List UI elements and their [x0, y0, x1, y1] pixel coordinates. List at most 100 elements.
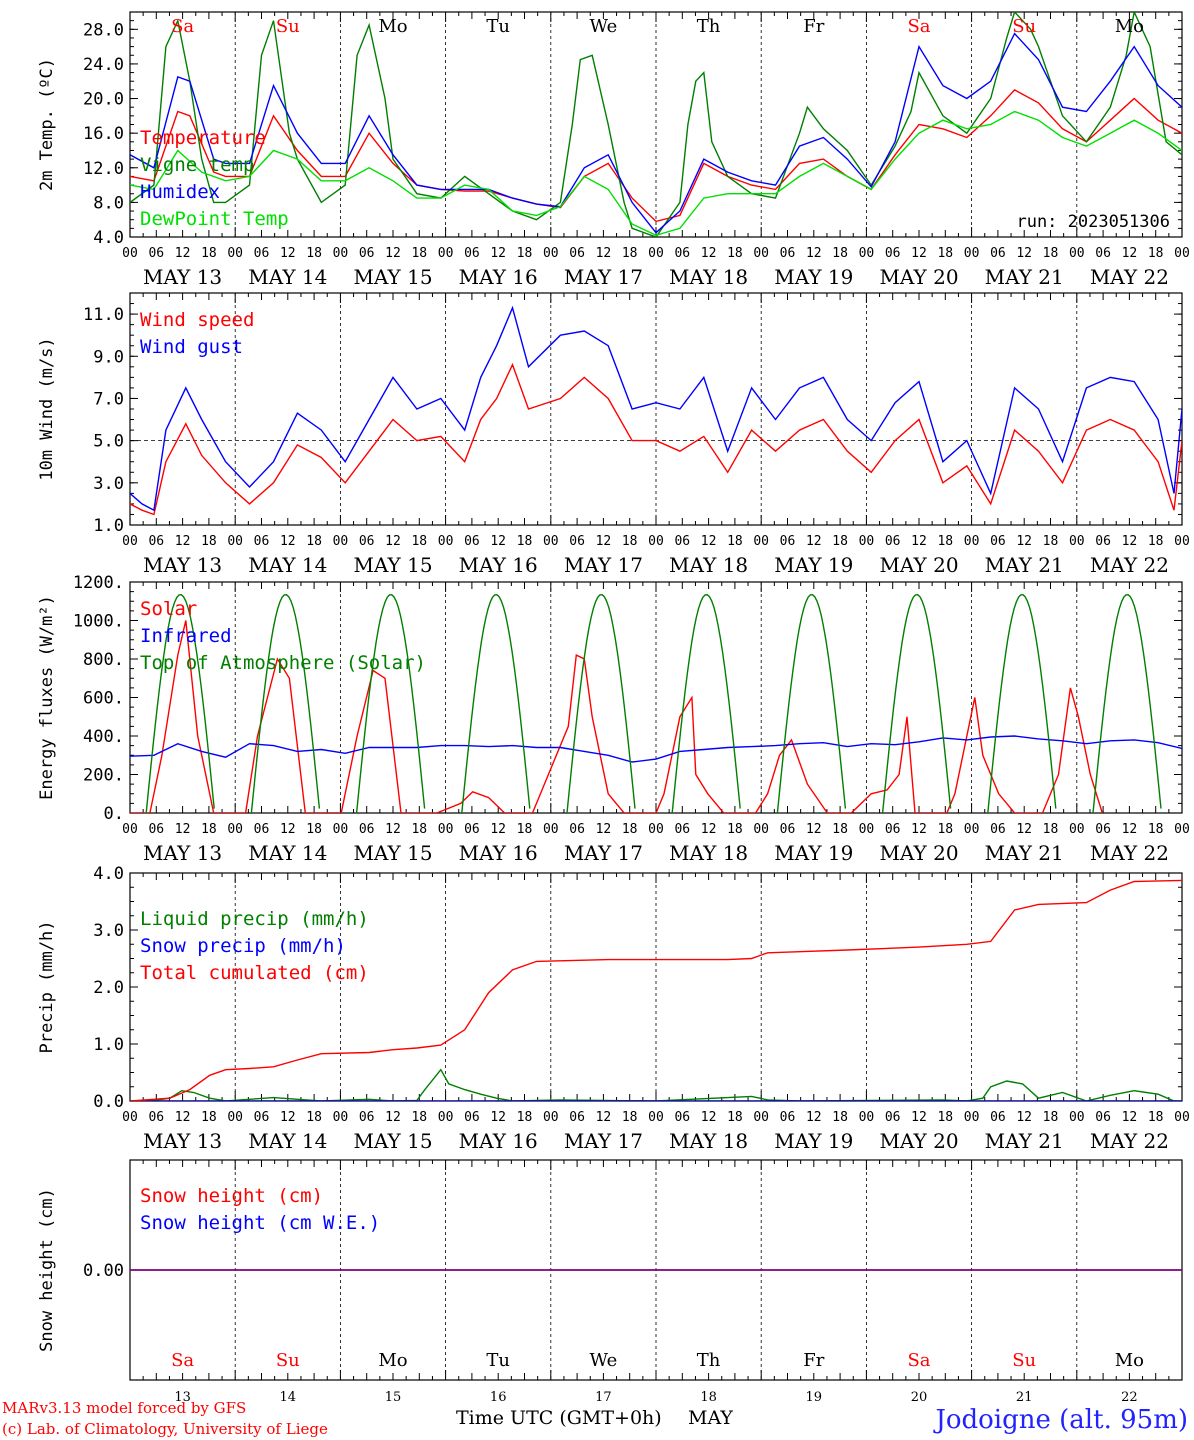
run-annotation: run: 2023051306	[1016, 212, 1170, 232]
x-date-label: MAY 18	[669, 553, 748, 577]
x-hour-label: 06	[780, 534, 796, 549]
x-hour-label: 06	[569, 822, 585, 837]
x-hour-label: 12	[175, 1110, 191, 1125]
day-number-label: 18	[700, 1390, 717, 1405]
x-hour-label: 12	[385, 534, 401, 549]
legend-entry: Snow height (cm W.E.)	[140, 1212, 380, 1234]
series-line-top-of-atmosphere-solar-	[145, 593, 1162, 813]
x-hour-label: 12	[596, 822, 612, 837]
x-hour-label: 18	[727, 1110, 743, 1125]
y-tick-label: 28.0	[83, 20, 124, 40]
y-axis-label: Snow height (cm)	[37, 1188, 57, 1352]
x-hour-label: 12	[911, 1110, 927, 1125]
y-tick-label: 400.	[83, 727, 124, 747]
x-hour-label: 06	[464, 1110, 480, 1125]
x-hour-label: 00	[1069, 1110, 1085, 1125]
y-tick-label: 16.0	[83, 124, 124, 144]
series-line-temperature	[130, 89, 1182, 223]
x-hour-label: 12	[701, 534, 717, 549]
footer-credit-lab: (c) Lab. of Climatology, University of L…	[2, 1420, 328, 1438]
x-hour-label: 12	[596, 534, 612, 549]
legend-entry: Snow height (cm)	[140, 1185, 323, 1207]
weekday-label-bottom: Sa	[171, 1350, 194, 1371]
day-number-label: 13	[174, 1390, 191, 1405]
x-hour-label: 00	[333, 1110, 349, 1125]
x-hour-label: 00	[543, 822, 559, 837]
x-hour-label: 00	[1174, 822, 1190, 837]
y-tick-label: 4.0	[93, 228, 124, 248]
x-hour-label: 12	[385, 1110, 401, 1125]
legend-entry: Total cumulated (cm)	[140, 962, 369, 984]
series-line-wind-gust	[130, 305, 1182, 512]
x-hour-label: 18	[1043, 822, 1059, 837]
x-hour-label: 00	[859, 1110, 875, 1125]
x-hour-label: 12	[490, 822, 506, 837]
weekday-label-bottom: Tu	[486, 1350, 510, 1371]
weekday-label-bottom: Th	[697, 1350, 721, 1371]
x-hour-label: 06	[990, 1110, 1006, 1125]
x-hour-label: 18	[622, 822, 638, 837]
x-hour-label: 06	[148, 246, 164, 261]
x-hour-label: 18	[517, 822, 533, 837]
day-number-label: 22	[1121, 1390, 1138, 1405]
x-hour-label: 06	[148, 534, 164, 549]
weekday-label-top: Fr	[803, 16, 824, 37]
x-hour-label: 18	[306, 822, 322, 837]
weekday-label-bottom: Sa	[907, 1350, 930, 1371]
x-hour-label: 00	[753, 246, 769, 261]
x-date-label: MAY 22	[1090, 841, 1169, 865]
x-date-label: MAY 22	[1090, 265, 1169, 289]
x-date-label: MAY 17	[564, 1129, 643, 1153]
x-hour-label: 12	[490, 246, 506, 261]
x-hour-label: 00	[543, 534, 559, 549]
station-title: Jodoigne (alt. 95m)	[932, 1405, 1188, 1435]
x-hour-label: 12	[701, 1110, 717, 1125]
x-hour-label: 18	[201, 246, 217, 261]
x-hour-label: 00	[1069, 534, 1085, 549]
x-date-label: MAY 19	[774, 1129, 853, 1153]
x-hour-label: 00	[753, 1110, 769, 1125]
legend-entry: Infrared	[140, 625, 232, 647]
x-hour-label: 18	[517, 246, 533, 261]
x-hour-label: 06	[1095, 246, 1111, 261]
x-hour-label: 00	[122, 534, 138, 549]
x-hour-label: 18	[201, 1110, 217, 1125]
x-axis-month: MAY	[688, 1407, 733, 1429]
y-axis-label: 10m Wind (m/s)	[37, 337, 57, 480]
y-tick-label: 1.0	[93, 516, 124, 536]
x-date-label: MAY 19	[774, 553, 853, 577]
x-date-label: MAY 13	[143, 1129, 222, 1153]
y-tick-label: 12.0	[83, 159, 124, 179]
x-hour-label: 12	[280, 534, 296, 549]
legend-entry: Liquid precip (mm/h)	[140, 908, 369, 930]
x-hour-label: 18	[622, 1110, 638, 1125]
x-hour-label: 12	[911, 822, 927, 837]
x-hour-label: 06	[359, 822, 375, 837]
x-hour-label: 00	[227, 1110, 243, 1125]
x-date-label: MAY 16	[459, 553, 538, 577]
x-hour-label: 12	[911, 534, 927, 549]
x-hour-label: 00	[438, 1110, 454, 1125]
x-date-label: MAY 22	[1090, 1129, 1169, 1153]
x-date-label: MAY 22	[1090, 553, 1169, 577]
x-hour-label: 06	[990, 534, 1006, 549]
x-hour-label: 06	[990, 822, 1006, 837]
y-tick-label: 200.	[83, 766, 124, 786]
x-hour-label: 00	[227, 534, 243, 549]
x-hour-label: 00	[543, 1110, 559, 1125]
x-hour-label: 00	[648, 534, 664, 549]
x-hour-label: 18	[622, 534, 638, 549]
x-hour-label: 12	[175, 822, 191, 837]
x-hour-label: 06	[780, 246, 796, 261]
x-date-label: MAY 18	[669, 1129, 748, 1153]
x-date-label: MAY 20	[879, 841, 958, 865]
y-tick-label: 3.0	[93, 474, 124, 494]
day-number-label: 20	[911, 1390, 928, 1405]
weekday-label-top: Sa	[171, 16, 194, 37]
x-hour-label: 12	[1122, 246, 1138, 261]
x-hour-label: 12	[806, 1110, 822, 1125]
y-tick-label: 5.0	[93, 432, 124, 452]
x-hour-label: 18	[727, 246, 743, 261]
series-line-dewpoint-temp	[130, 110, 1182, 237]
legend-entry: Vigne temp	[140, 154, 254, 176]
